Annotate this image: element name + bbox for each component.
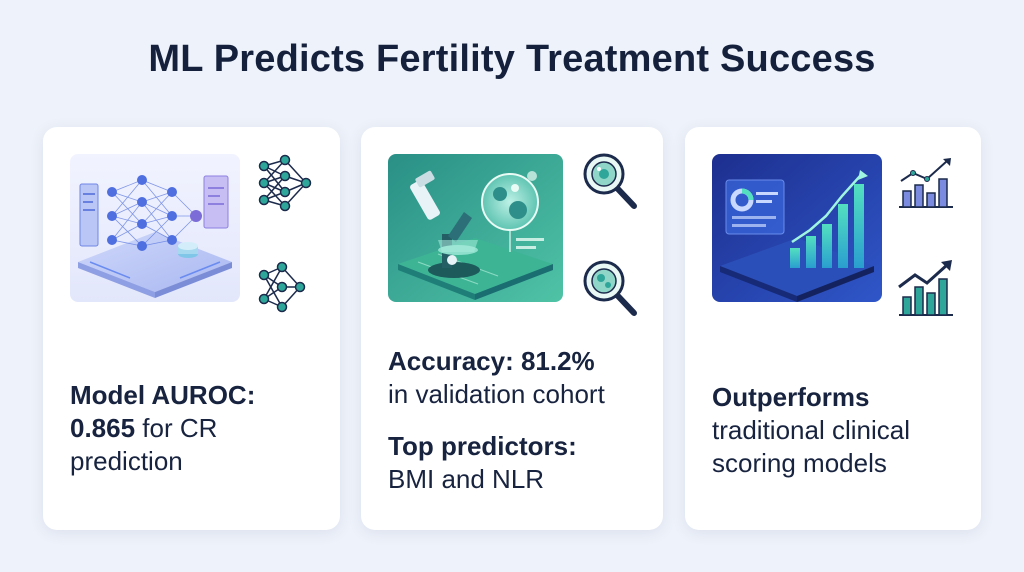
microscope-cell-illustration <box>388 154 563 302</box>
bar-chart-trend-icon <box>895 257 955 319</box>
outperforms-line-3: scoring models <box>712 448 887 478</box>
magnifier-cell-icon <box>580 257 638 319</box>
outperforms-text: Outperforms traditional clinical scoring… <box>712 381 910 480</box>
analytics-dashboard-illustration <box>712 154 882 302</box>
outperforms-line-1: Outperforms <box>712 382 870 412</box>
accuracy-line-1: Accuracy: 81.2% <box>388 346 595 376</box>
outperforms-line-2: traditional clinical <box>712 415 910 445</box>
neural-network-platform-illustration <box>70 154 240 302</box>
neural-network-icon <box>256 154 314 212</box>
predictors-line-1: Top predictors: <box>388 431 577 461</box>
auroc-suffix: for CR <box>135 413 218 443</box>
model-auroc-card: Model AUROC: 0.865 for CR prediction <box>43 127 340 530</box>
bar-chart-trend-icon <box>895 155 955 211</box>
magnifier-cell-icon <box>580 150 638 212</box>
accuracy-text: Accuracy: 81.2% in validation cohort <box>388 345 605 411</box>
auroc-value: 0.865 <box>70 413 136 443</box>
auroc-line-3: prediction <box>70 446 183 476</box>
outperforms-card: Outperforms traditional clinical scoring… <box>685 127 981 530</box>
auroc-line-1: Model AUROC: <box>70 380 256 410</box>
auroc-text: Model AUROC: 0.865 for CR prediction <box>70 379 255 478</box>
page-title: ML Predicts Fertility Treatment Success <box>148 38 876 80</box>
neural-network-icon <box>256 261 308 313</box>
predictors-text: Top predictors: BMI and NLR <box>388 430 577 496</box>
predictors-line-2: BMI and NLR <box>388 464 545 494</box>
auroc-line-2: 0.865 for CR <box>70 412 255 445</box>
accuracy-line-2: in validation cohort <box>388 379 605 409</box>
accuracy-card: Accuracy: 81.2% in validation cohort Top… <box>361 127 663 530</box>
